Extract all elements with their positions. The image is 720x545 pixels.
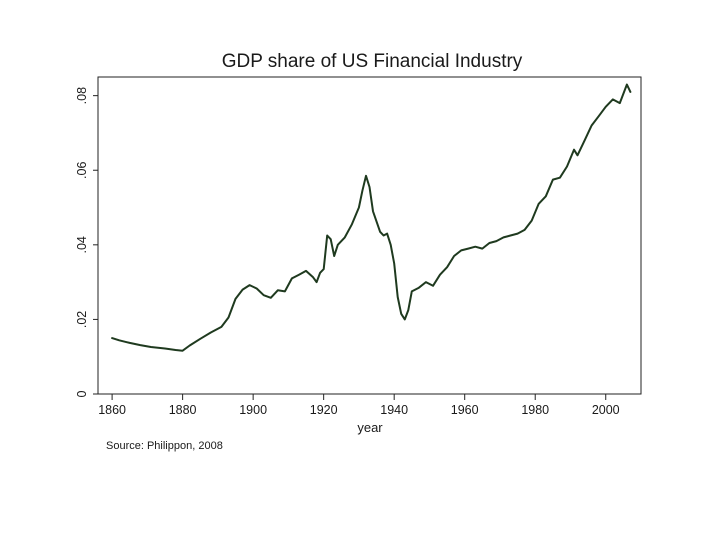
x-tick-label: 1880 xyxy=(169,403,197,417)
y-tick-label: 0 xyxy=(75,390,89,397)
series-line xyxy=(111,83,632,352)
chart-title: GDP share of US Financial Industry xyxy=(222,51,523,72)
x-tick-label: 1860 xyxy=(98,403,126,417)
source-note: Source: Philippon, 2008 xyxy=(106,440,223,452)
x-tick-label: 2000 xyxy=(592,403,620,417)
x-tick-label: 1960 xyxy=(451,403,479,417)
x-tick-label: 1980 xyxy=(521,403,549,417)
y-tick-label: .08 xyxy=(75,87,89,104)
plot-frame xyxy=(97,76,642,395)
x-tick-label: 1920 xyxy=(310,403,338,417)
x-tick-label: 1900 xyxy=(239,403,267,417)
x-axis-title: year xyxy=(357,420,383,435)
y-tick-label: .06 xyxy=(75,162,89,179)
y-tick-label: .02 xyxy=(75,311,89,328)
y-tick-label: .04 xyxy=(75,236,89,253)
x-tick-label: 1940 xyxy=(380,403,408,417)
